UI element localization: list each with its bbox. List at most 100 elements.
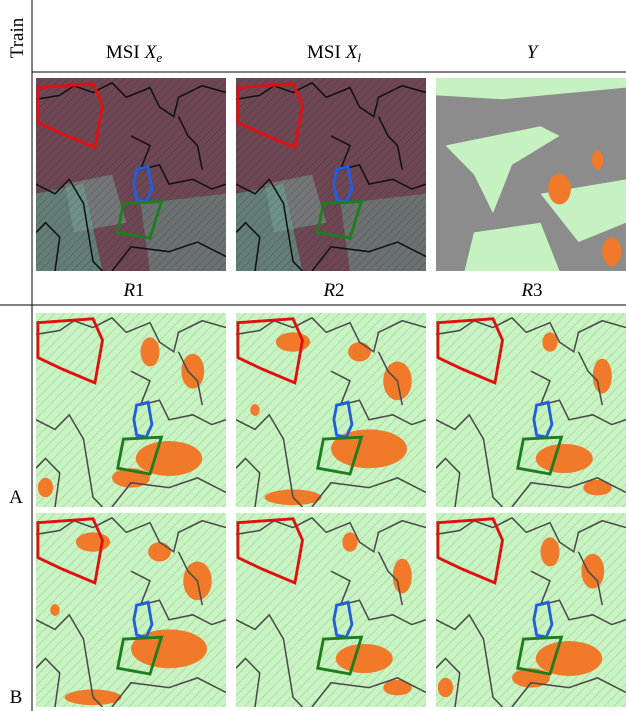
label-region — [445, 126, 560, 214]
image-cell — [36, 313, 227, 508]
prediction-blob — [37, 477, 54, 498]
boundary — [236, 178, 304, 272]
label-region — [548, 173, 571, 205]
image-content — [436, 513, 626, 708]
boundary — [236, 657, 261, 708]
boundary — [111, 241, 227, 272]
image-cell — [436, 313, 626, 508]
image-content — [236, 513, 427, 708]
prediction-blob — [181, 353, 205, 389]
region-red — [36, 517, 104, 585]
prediction-blob — [535, 443, 593, 474]
image-cell — [436, 78, 626, 271]
boundary — [330, 570, 427, 626]
result-symbol: R — [520, 280, 533, 301]
region-green — [116, 199, 164, 240]
boundary — [311, 241, 427, 272]
boundary — [130, 135, 227, 190]
image-cell — [236, 78, 427, 272]
boundary — [236, 413, 304, 508]
boundary — [436, 413, 504, 508]
boundary — [330, 135, 427, 190]
region-red — [36, 82, 104, 150]
boundary — [111, 677, 227, 708]
boundary — [577, 351, 603, 406]
prediction-blob — [540, 537, 560, 567]
boundary — [436, 516, 626, 554]
prediction-blob — [50, 604, 60, 616]
header-subscript: e — [156, 50, 162, 65]
image-content — [236, 78, 427, 272]
region-green — [116, 635, 164, 676]
boundary — [236, 613, 304, 708]
prediction-blob — [148, 542, 171, 562]
prediction-blob — [583, 479, 612, 496]
result-label: R1 — [122, 280, 144, 301]
row-label: A — [9, 487, 23, 508]
result-index: 3 — [533, 280, 543, 301]
header-symbol: Y — [527, 42, 540, 63]
boundary — [436, 657, 461, 708]
prediction-blob — [383, 679, 412, 696]
result-symbol: R — [122, 280, 135, 301]
prediction-blob — [275, 332, 311, 352]
boundary — [330, 370, 427, 426]
boundary — [236, 516, 427, 554]
boundary — [177, 551, 203, 606]
label-region — [602, 237, 622, 267]
prediction-blob — [140, 337, 160, 367]
hatch — [36, 513, 227, 707]
boundary — [511, 677, 626, 708]
boundary — [577, 551, 603, 606]
result-index: 2 — [335, 280, 345, 301]
boundary — [236, 221, 261, 272]
prediction-blob — [348, 342, 371, 362]
boundary — [36, 516, 227, 554]
boundary — [236, 316, 427, 354]
image-cell — [36, 513, 227, 708]
column-header: MSI Xe — [106, 42, 162, 65]
prediction-blob — [542, 332, 558, 352]
row-label: B — [10, 687, 23, 708]
boundary — [436, 457, 461, 508]
image-grid — [36, 78, 626, 708]
image-content — [236, 313, 427, 508]
prediction-blob — [581, 553, 605, 589]
region-green — [316, 199, 364, 240]
prediction-blob — [250, 404, 260, 416]
boundary — [530, 370, 626, 426]
boundary — [36, 457, 61, 508]
result-label: R2 — [322, 280, 344, 301]
prediction-blob — [392, 558, 412, 594]
boundary — [311, 677, 427, 708]
result-symbol: R — [322, 280, 335, 301]
hatch — [436, 313, 626, 507]
region-red — [436, 517, 504, 585]
boundary — [377, 116, 403, 170]
label-region — [436, 78, 626, 100]
result-index: 1 — [135, 280, 145, 301]
hatch — [236, 78, 426, 271]
boundary — [36, 413, 104, 508]
region-green — [516, 635, 564, 676]
header-prefix: MSI — [106, 42, 140, 63]
boundary — [36, 81, 227, 118]
image-content — [36, 78, 227, 272]
hatch — [236, 513, 426, 707]
image-content — [36, 313, 227, 508]
boundary — [130, 570, 227, 626]
region-red — [36, 317, 104, 385]
image-content — [36, 513, 227, 708]
prediction-blob — [437, 677, 454, 698]
header-symbol: X — [345, 42, 359, 63]
region-green — [316, 435, 364, 476]
boundary — [36, 316, 227, 354]
prediction-blob — [75, 532, 111, 552]
boundary — [130, 370, 227, 426]
row-header: Train — [7, 17, 28, 58]
boundary — [436, 316, 626, 354]
boundary — [511, 477, 626, 508]
